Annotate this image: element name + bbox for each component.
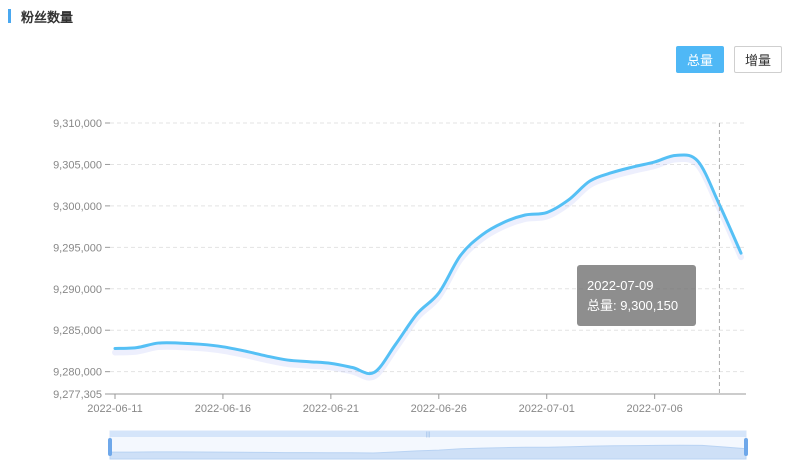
- series-line-shadow: [112, 155, 744, 381]
- data-zoom-slider[interactable]: |||: [108, 430, 748, 460]
- y-tick-label: 9,285,000: [53, 325, 102, 337]
- x-axis: 2022-06-11 2022-06-16 2022-06-21 2022-06-26…: [87, 393, 746, 415]
- tooltip-series-label: 总量: [587, 298, 614, 313]
- x-tick-label: 2022-06-16: [195, 403, 251, 415]
- increment-button[interactable]: 增量: [733, 46, 782, 73]
- section-header: 粉丝数量: [8, 8, 74, 25]
- data-zoom-right-handle[interactable]: [744, 438, 748, 456]
- section-title: 粉丝数量: [21, 9, 74, 25]
- total-button[interactable]: 总量: [675, 46, 724, 73]
- y-tick-label: 9,277,305: [53, 389, 102, 401]
- y-tick-label: 9,295,000: [53, 242, 102, 254]
- y-tick-label: 9,310,000: [53, 118, 102, 130]
- y-tick-label: 9,305,000: [53, 159, 102, 171]
- series-line: [113, 153, 743, 376]
- y-tick-label: 9,290,000: [53, 284, 102, 296]
- y-tick-label: 9,300,000: [53, 201, 102, 213]
- y-axis: 9,277,305 9,280,000 9,285,000 9,290,000 9,29…: [53, 118, 110, 401]
- tooltip-value-row: 总量: 9,300,150: [587, 298, 679, 313]
- x-tick-label: 2022-06-21: [303, 403, 359, 415]
- data-zoom-left-handle[interactable]: [108, 438, 112, 456]
- x-tick-label: 2022-07-01: [519, 403, 575, 415]
- y-tick-label: 9,280,000: [53, 367, 102, 379]
- tooltip: 2022-07-09 总量: 9,300,150: [577, 265, 696, 326]
- mode-toggle: 总量 增量: [675, 46, 782, 73]
- tooltip-date: 2022-07-09: [587, 278, 654, 293]
- x-tick-label: 2022-07-06: [627, 403, 683, 415]
- tooltip-value: 9,300,150: [620, 298, 679, 313]
- data-zoom-preview-area: [109, 444, 747, 460]
- data-zoom-top-bar[interactable]: [110, 431, 746, 437]
- data-zoom-grip[interactable]: |||: [426, 432, 431, 438]
- grid-lines: [110, 122, 746, 373]
- section-accent-bar: [8, 9, 11, 23]
- x-tick-label: 2022-06-26: [411, 403, 467, 415]
- x-tick-label: 2022-06-11: [87, 403, 142, 415]
